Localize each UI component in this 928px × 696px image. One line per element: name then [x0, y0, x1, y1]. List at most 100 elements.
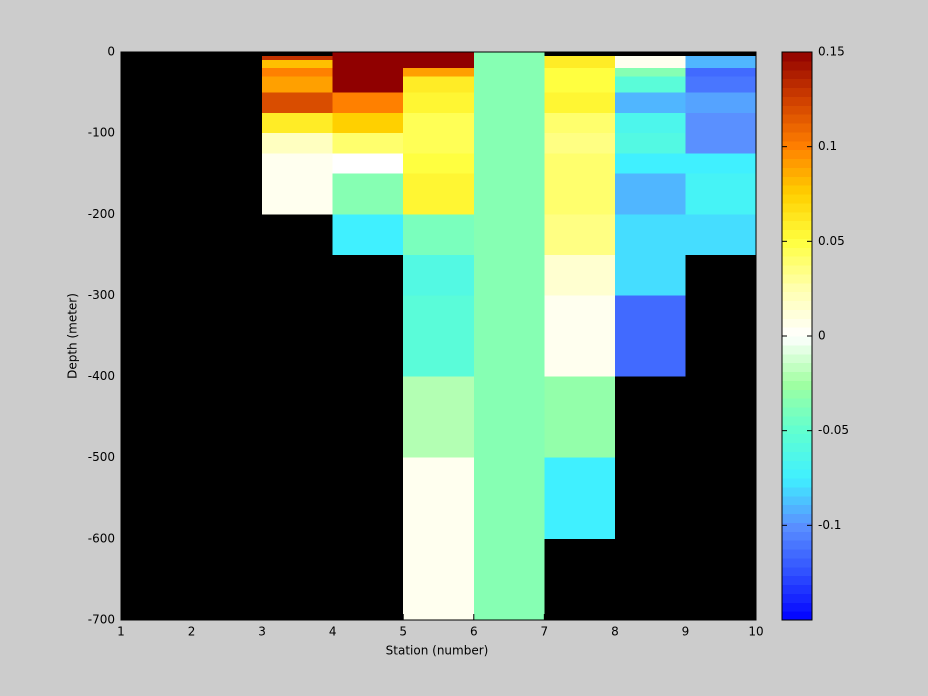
colorbar-band — [782, 415, 812, 426]
cell — [332, 52, 404, 57]
cell — [403, 76, 474, 93]
colorbar-band — [782, 300, 812, 310]
cell — [332, 68, 404, 77]
colorbar-band — [782, 114, 812, 124]
cell — [473, 92, 545, 113]
colorbar-band — [782, 131, 812, 142]
colorbar-band — [782, 247, 812, 257]
colorbar-band — [782, 60, 812, 71]
colorbar-band — [782, 282, 812, 293]
x-axis-label: Station (number) — [386, 644, 489, 658]
plot-frame — [120, 51, 757, 621]
cell — [262, 76, 333, 93]
y-tick-label: -200 — [88, 207, 115, 221]
cell — [473, 68, 545, 77]
cell — [262, 153, 333, 174]
colorbar-band — [782, 318, 812, 328]
x-tick-label: 10 — [748, 625, 763, 639]
cell — [473, 538, 545, 620]
cell — [544, 295, 615, 377]
colorbar-band — [782, 105, 812, 115]
colorbar-tick-label: 0 — [818, 329, 826, 343]
cell — [403, 376, 474, 458]
colorbar-band — [782, 451, 812, 461]
cell — [544, 60, 615, 69]
cell — [403, 153, 474, 174]
cell — [473, 112, 545, 134]
cell — [685, 173, 756, 215]
y-tick-label: -500 — [88, 450, 115, 464]
y-tick-label: -700 — [88, 613, 115, 627]
cell — [473, 254, 545, 296]
cell — [262, 133, 333, 154]
x-tick-label: 3 — [258, 625, 266, 639]
cell — [473, 376, 545, 458]
cell — [614, 112, 686, 134]
colorbar-band — [782, 495, 812, 506]
colorbar-band — [782, 398, 812, 408]
colorbar-band — [782, 220, 812, 230]
cell — [262, 56, 333, 61]
colorbar-band — [782, 78, 812, 88]
cell — [403, 254, 474, 296]
cell — [262, 112, 333, 134]
cell — [262, 92, 333, 113]
cell — [614, 295, 686, 377]
colorbar-band — [782, 442, 812, 452]
colorbar-band — [782, 123, 812, 133]
cell — [332, 214, 404, 255]
cell — [544, 76, 615, 93]
cell — [332, 92, 404, 113]
cell — [614, 254, 686, 296]
cell — [403, 538, 474, 620]
cell — [403, 173, 474, 215]
y-tick-label: -100 — [88, 126, 115, 140]
cell — [403, 68, 474, 77]
cell — [473, 76, 545, 93]
cell — [403, 133, 474, 154]
cell — [262, 173, 333, 215]
colorbar-band — [782, 540, 812, 550]
cell — [403, 56, 474, 61]
colorbar-band — [782, 557, 812, 568]
x-tick-label: 2 — [188, 625, 196, 639]
cell — [544, 112, 615, 134]
cell — [685, 56, 756, 61]
colorbar-band — [782, 69, 812, 80]
cell — [473, 457, 545, 539]
cell — [544, 254, 615, 296]
colorbar-band — [782, 584, 812, 594]
cell — [262, 68, 333, 77]
colorbar-band — [782, 424, 812, 435]
cell — [403, 52, 474, 57]
colorbar-band — [782, 238, 812, 248]
colorbar-band — [782, 185, 812, 195]
colorbar-tick-label: 0.05 — [818, 234, 845, 248]
colorbar-band — [782, 362, 812, 372]
cell — [332, 56, 404, 61]
colorbar-band — [782, 371, 812, 381]
cell — [332, 153, 404, 174]
colorbar-band — [782, 504, 812, 514]
colorbar-tick-label: 0.1 — [818, 139, 837, 153]
cell — [685, 214, 756, 255]
x-tick-label: 8 — [611, 625, 619, 639]
cell — [614, 133, 686, 154]
colorbar-band — [782, 202, 812, 213]
colorbar-band — [782, 593, 812, 603]
cell — [544, 92, 615, 113]
colorbar-band — [782, 469, 812, 479]
colorbar-band — [782, 158, 812, 168]
x-tick-label: 5 — [399, 625, 407, 639]
colorbar-band — [782, 407, 812, 417]
cell — [544, 133, 615, 154]
colorbar-band — [782, 273, 812, 284]
colorbar-band — [782, 380, 812, 390]
x-tick-label: 7 — [541, 625, 549, 639]
colorbar-band — [782, 167, 812, 177]
cell — [544, 56, 615, 61]
y-tick-label: -600 — [88, 531, 115, 545]
colorbar-band — [782, 229, 812, 239]
cell — [685, 76, 756, 93]
cell — [473, 60, 545, 69]
